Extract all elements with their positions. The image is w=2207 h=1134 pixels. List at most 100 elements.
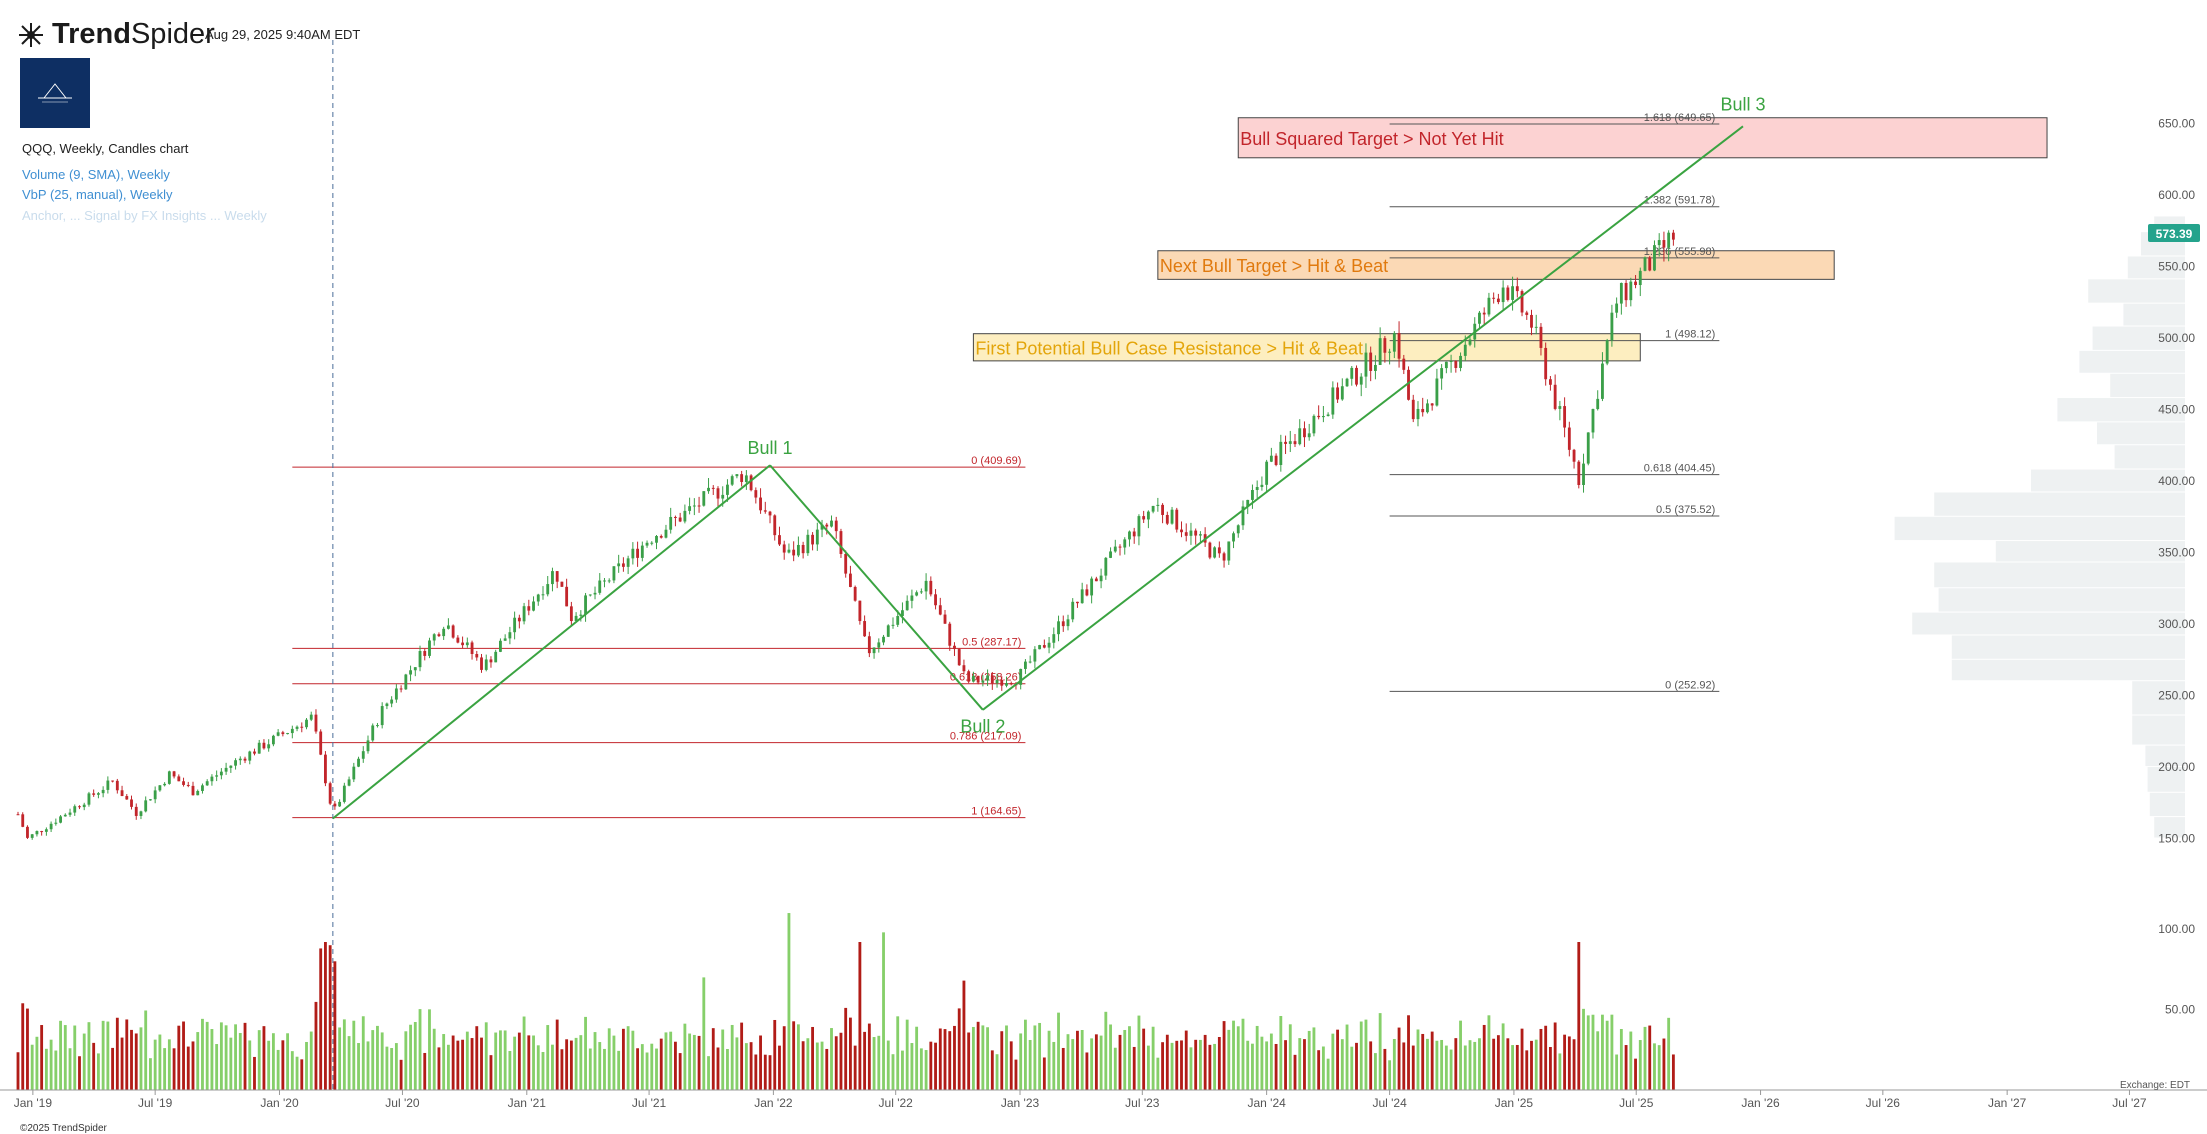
candle-body [976, 675, 980, 683]
candle-body [1416, 408, 1420, 420]
volume-bar [1038, 1022, 1042, 1090]
candle-body [347, 779, 351, 786]
candle-body [413, 667, 417, 671]
bull-label: Bull 2 [960, 716, 1005, 736]
volume-bar [1284, 1040, 1287, 1090]
indicator-anchor[interactable]: Anchor, ... Signal by FX Insights ... We… [22, 208, 267, 223]
candle-body [811, 534, 815, 545]
candle-body [1605, 340, 1609, 364]
volume-bar [773, 1019, 777, 1090]
volume-bar [1241, 1018, 1245, 1090]
volume-bar [1643, 1026, 1647, 1090]
x-tick-label: Jan '25 [1495, 1096, 1534, 1110]
volume-bar [1061, 1047, 1065, 1090]
volume-bar [1042, 1057, 1046, 1090]
volume-bar [1269, 1033, 1273, 1090]
volume-bar [73, 1025, 77, 1090]
candle-body [234, 760, 237, 766]
volume-bar [366, 1041, 370, 1090]
volume-bar [428, 1009, 431, 1090]
volume-bar [1539, 1028, 1543, 1090]
volume-bar [177, 1025, 181, 1090]
volume-bar [726, 1048, 729, 1090]
candle-body [1255, 487, 1259, 490]
indicator-vbp[interactable]: VbP (25, manual), Weekly [22, 187, 173, 202]
candle-body [1582, 463, 1585, 485]
volume-bar [276, 1049, 280, 1090]
candle-body [1492, 297, 1496, 299]
volume-bar [413, 1021, 417, 1090]
volume-bar [1246, 1040, 1250, 1090]
candle-body [1251, 489, 1254, 500]
volume-bar [1014, 1059, 1018, 1090]
candle-body [21, 814, 25, 827]
volume-bar [655, 1048, 658, 1090]
vbp-bar [1951, 635, 2185, 659]
candle-body [163, 783, 167, 786]
candle-body [1648, 257, 1652, 271]
volume-bar [1591, 1014, 1595, 1090]
candle-body [16, 814, 20, 816]
candle-body [1080, 589, 1084, 604]
volume-bar [768, 1055, 772, 1090]
candle-body [1303, 428, 1306, 438]
volume-bar [1411, 1045, 1415, 1090]
fib-right-label: 1 (498.12) [1665, 329, 1715, 341]
volume-bar [423, 1052, 427, 1090]
volume-bar [380, 1032, 384, 1090]
volume-bar [1506, 1038, 1510, 1090]
candle-body [1359, 376, 1363, 385]
volume-bar [196, 1032, 200, 1090]
candle-body [508, 632, 512, 639]
candle-body [1478, 312, 1481, 324]
candle-body [1496, 298, 1500, 303]
candle-body [1109, 551, 1112, 558]
volume-bar [1288, 1024, 1292, 1090]
vbp-bar [2132, 715, 2185, 745]
target-zone [1157, 250, 1835, 280]
candle-body [177, 776, 181, 782]
candle-body [688, 506, 692, 511]
candle-body [1113, 546, 1117, 552]
candle-body [219, 771, 223, 776]
volume-bar [1657, 1045, 1661, 1090]
volume-bar [338, 1027, 342, 1090]
volume-bar [63, 1025, 67, 1090]
volume-bar [1667, 1017, 1671, 1090]
candle-body [527, 606, 531, 611]
volume-bar [560, 1049, 564, 1090]
indicator-volume[interactable]: Volume (9, SMA), Weekly [22, 167, 170, 182]
candle-body [224, 767, 228, 772]
volume-bar [1355, 1042, 1358, 1090]
volume-bar [21, 1003, 25, 1090]
vbp-bar [1938, 588, 2185, 612]
volume-bar [626, 1026, 630, 1090]
candle-body [1610, 312, 1614, 341]
candle-body [309, 714, 313, 720]
candle-body [1142, 516, 1146, 520]
candle-body [1662, 240, 1666, 248]
candle-body [924, 580, 928, 592]
vbp-bar [2114, 445, 2185, 469]
volume-bar [106, 1021, 110, 1090]
candle-body [149, 799, 152, 801]
candle-body [806, 534, 810, 554]
volume-bar [1033, 1025, 1037, 1090]
volume-bar [1080, 1029, 1084, 1090]
volume-bar [1478, 1038, 1481, 1090]
candle-body [716, 488, 720, 499]
volume-bar [1544, 1025, 1548, 1090]
candle-body [740, 474, 744, 482]
candle-body [87, 793, 91, 805]
volume-bar [163, 1048, 167, 1090]
volume-bar [87, 1022, 91, 1090]
volume-bar [1104, 1011, 1108, 1090]
candle-body [295, 726, 299, 729]
candle-body [376, 725, 379, 727]
vbp-bar [1934, 492, 2185, 516]
volume-bar [744, 1043, 748, 1090]
candle-body [830, 520, 833, 527]
vbp-bar [1995, 541, 2185, 562]
volume-bar [319, 948, 323, 1090]
